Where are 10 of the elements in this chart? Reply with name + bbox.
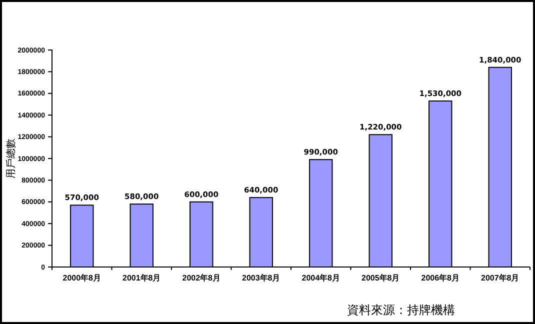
x-tick-label: 2007年8月	[481, 273, 520, 282]
x-tick-label: 2006年8月	[421, 273, 460, 282]
x-tick-label: 2004年8月	[302, 273, 340, 282]
x-tick-label: 2003年8月	[242, 273, 280, 282]
x-tick-label: 2002年8月	[182, 273, 220, 282]
x-tick-label: 2005年8月	[362, 273, 400, 282]
x-tick-label: 2001年8月	[122, 273, 161, 282]
x-tick-label: 2000年8月	[62, 273, 101, 282]
source-note: 資料來源：持牌機構	[347, 303, 455, 317]
y-axis-title: 用戶總數	[5, 138, 17, 178]
